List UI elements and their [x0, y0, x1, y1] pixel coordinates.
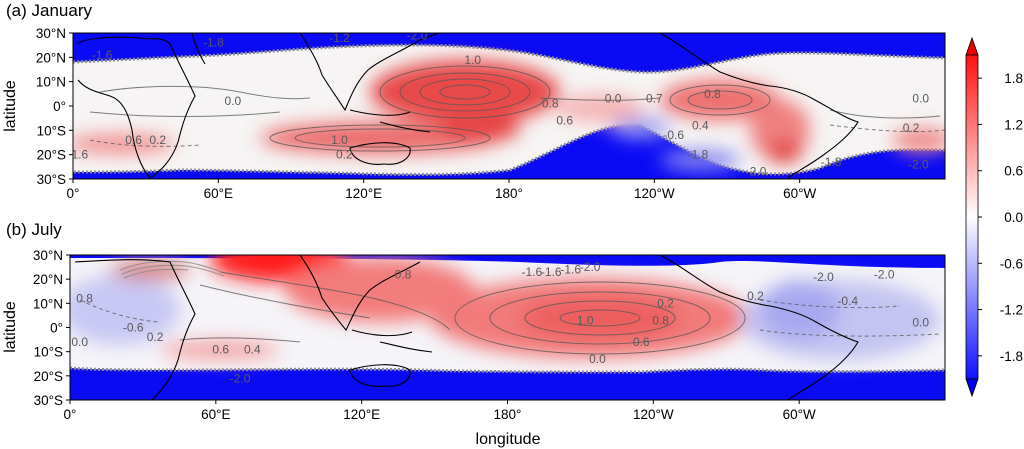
panel-b-field: 0.8 -1.6-1.6-1.6-2.0-2.0 -2.00.8 0.2 -0.40.2… [70, 255, 945, 400]
panel-b-contour-label: -2.0 [230, 371, 251, 385]
panel-b-contour-label: 0.8 [76, 292, 93, 306]
panel-b-ytick-label: 10°S [34, 345, 63, 360]
panel-a-contour-label: 0.0 [605, 92, 622, 106]
panel-b-xtick-label: 60°E [201, 407, 230, 422]
panel-b-contour-label: 0.2 [747, 289, 764, 303]
panel-b-xtick-label: 60°W [783, 407, 816, 422]
panel-a-xtick-label: 0° [67, 186, 80, 201]
panel-a-ytick-label: 30°S [37, 172, 66, 187]
panel-b-contour-label: 0.8 [395, 267, 412, 281]
panel-b-contour-label: 0.6 [212, 342, 229, 356]
colorbar-max-extend [965, 36, 979, 56]
panel-a-contour-label: -1.2 [329, 31, 350, 45]
panel-b-contour-label: -2.0 [874, 267, 895, 281]
panel-a-title: (a) January [6, 1, 92, 20]
panel-a-contour-label: -2.0 [908, 157, 929, 171]
panel-b-ytick-label: 0° [50, 321, 63, 336]
panel-b-contour-label: -1.6 [560, 263, 581, 277]
panel-a-contour-label: 0.2 [149, 133, 166, 147]
panel-b-contour-label: 0.0 [589, 352, 606, 366]
panel-b-coastlines [74, 255, 859, 400]
panel-a-xtick-label: 120°W [634, 186, 675, 201]
panel-a-field: -1.6 -1.8 -1.2 -2.0 1.0 0.0 0.8 0.0 0.7 0.8 0.6 0.4… [68, 28, 945, 179]
panel-b-ytick-label: 30°S [34, 393, 63, 408]
panel-a-contour-label: 0.8 [704, 87, 721, 101]
panel-a-ticks: 0° 60°E 120°E 180° 120°W 60°W 30°N 20°N 10°N 0° 10… [36, 26, 817, 201]
panel-b-ticks: 0° 60°E 120°E 180° 120°W 60°W 30°N 20°N 10°N 0° 10… [33, 248, 816, 422]
colorbar-tick-label: -0.6 [1000, 256, 1023, 271]
panel-b-xlabel: longitude [476, 431, 541, 448]
panel-a-contour-label: -2.0 [407, 28, 428, 42]
panel-a: (a) January latitude [2, 1, 946, 201]
panel-a-contour-label: 0.7 [646, 92, 663, 106]
panel-b-title: (b) July [6, 220, 62, 239]
panel-a-contour-label: -1.6 [68, 148, 89, 162]
colorbar-scale [965, 54, 979, 380]
panel-a-ytick-label: 10°S [37, 123, 66, 138]
colorbar-tick-label: 1.8 [1004, 71, 1023, 86]
panel-a-contour-label: -0.6 [663, 128, 684, 142]
panel-a-contour-label: -1.8 [688, 148, 709, 162]
panel-b-xtick-label: 0° [64, 407, 77, 422]
panel-a-contour-label: 0.2 [903, 121, 920, 135]
colorbar-tick-label: -1.8 [1000, 349, 1023, 364]
panel-b-ytick-label: 10°N [33, 296, 63, 311]
panel-a-contour-label: 0.2 [336, 148, 353, 162]
panel-b-contour-label: -2.0 [580, 260, 601, 274]
panel-b-contour-label: 1.0 [577, 313, 594, 327]
panel-b-contour-label: -1.6 [521, 265, 542, 279]
panel-a-contour-label: 0.6 [556, 114, 573, 128]
panel-a-ytick-label: 10°N [36, 75, 66, 90]
panel-b-xtick-label: 120°W [633, 407, 674, 422]
panel-b-ylabel: latitude [2, 301, 19, 353]
panel-a-contour-label: 0.0 [225, 94, 242, 108]
panel-b-contour-labels: 0.8 -1.6-1.6-1.6-2.0-2.0 -2.00.8 0.2 -0.40.2… [71, 260, 929, 385]
panel-a-contour-label: -1.8 [203, 36, 224, 50]
panel-b-contour-label: 0.4 [244, 342, 261, 356]
panel-b-contour-label: 0.2 [147, 330, 164, 344]
panel-a-contour-label: 0.6 [125, 133, 142, 147]
panel-a-contour-label: -1.8 [821, 155, 842, 169]
panel-a-contour-label: 1.0 [464, 53, 481, 67]
panel-b-contour-label: 0.8 [652, 313, 669, 327]
panel-b-ytick-label: 30°N [33, 248, 63, 263]
panel-a-contour-label: 0.0 [912, 92, 929, 106]
panel-b: (b) July latitude [2, 220, 946, 448]
panel-b-contour-label: -1.6 [541, 265, 562, 279]
panel-a-contour-label: 0.4 [692, 118, 709, 132]
panel-b-contour-label: -0.6 [123, 321, 144, 335]
panel-b-contour-label: 0.0 [71, 335, 88, 349]
panel-b-xtick-label: 180° [494, 407, 522, 422]
colorbar-tick-label: -1.2 [1000, 303, 1023, 318]
colorbar: 1.8 1.2 0.6 0.0 -0.6 -1.2 -1.8 [965, 36, 1023, 398]
panel-a-contour-label: -1.6 [92, 48, 113, 62]
panel-a-xtick-label: 180° [495, 186, 523, 201]
panel-b-ytick-label: 20°N [33, 272, 63, 287]
panel-b-xtick-label: 120°E [343, 407, 380, 422]
colorbar-tick-label: 0.6 [1004, 164, 1023, 179]
colorbar-tick-label: 1.2 [1004, 117, 1023, 132]
panel-a-contour-label: 1.0 [331, 133, 348, 147]
panel-a-ytick-label: 20°S [37, 148, 66, 163]
panel-b-contour-label: 0.2 [657, 296, 674, 310]
panel-b-contour-label: -2.0 [813, 270, 834, 284]
panel-a-ytick-label: 20°N [36, 50, 66, 65]
panel-a-ylabel: latitude [2, 80, 19, 132]
panel-a-ytick-label: 0° [53, 99, 66, 114]
panel-a-xtick-label: 60°E [204, 186, 233, 201]
panel-a-contour-label: 0.8 [542, 97, 559, 111]
panel-b-contour-label: 0.0 [912, 316, 929, 330]
panel-b-ytick-label: 20°S [34, 369, 63, 384]
panel-a-ytick-label: 30°N [36, 26, 66, 41]
panel-a-xtick-label: 120°E [345, 186, 382, 201]
colorbar-tick-label: 0.0 [1004, 210, 1023, 225]
colorbar-min-extend [965, 378, 979, 398]
panel-b-contour-label: -0.4 [837, 294, 858, 308]
panel-a-coastlines [76, 33, 859, 179]
panel-a-xtick-label: 60°W [783, 186, 816, 201]
panel-a-contour-labels: -1.6 -1.8 -1.2 -2.0 1.0 0.0 0.8 0.0 0.7 0.8 0.6 0.4… [68, 28, 929, 179]
panel-b-contour-label: 0.6 [633, 335, 650, 349]
panel-a-contour-label: -2.0 [746, 165, 767, 179]
